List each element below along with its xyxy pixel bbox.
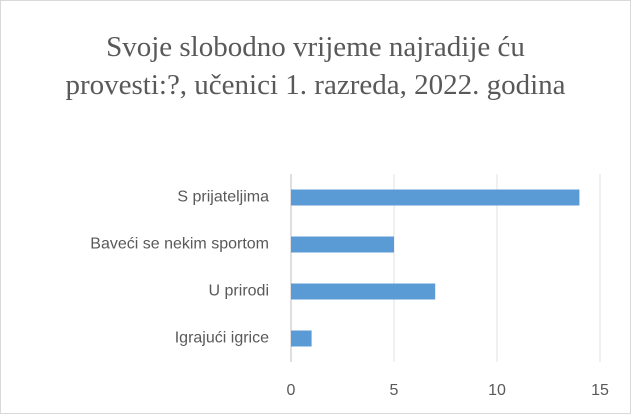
bar <box>291 236 394 253</box>
bar <box>291 189 580 206</box>
x-tick-label: 15 <box>591 382 609 399</box>
y-tick-label: U prirodi <box>209 283 269 300</box>
x-tick-label: 5 <box>390 382 399 399</box>
y-tick-label: Igrajući igrice <box>175 330 269 347</box>
bar <box>291 330 312 347</box>
x-tick-label: 10 <box>488 382 506 399</box>
bar <box>291 283 436 300</box>
chart-title: Svoje slobodno vrijeme najradije ću prov… <box>65 31 566 101</box>
y-tick-label: Baveći se nekim sportom <box>90 236 269 253</box>
y-tick-label: S prijateljima <box>177 189 269 206</box>
x-tick-label: 0 <box>287 382 296 399</box>
